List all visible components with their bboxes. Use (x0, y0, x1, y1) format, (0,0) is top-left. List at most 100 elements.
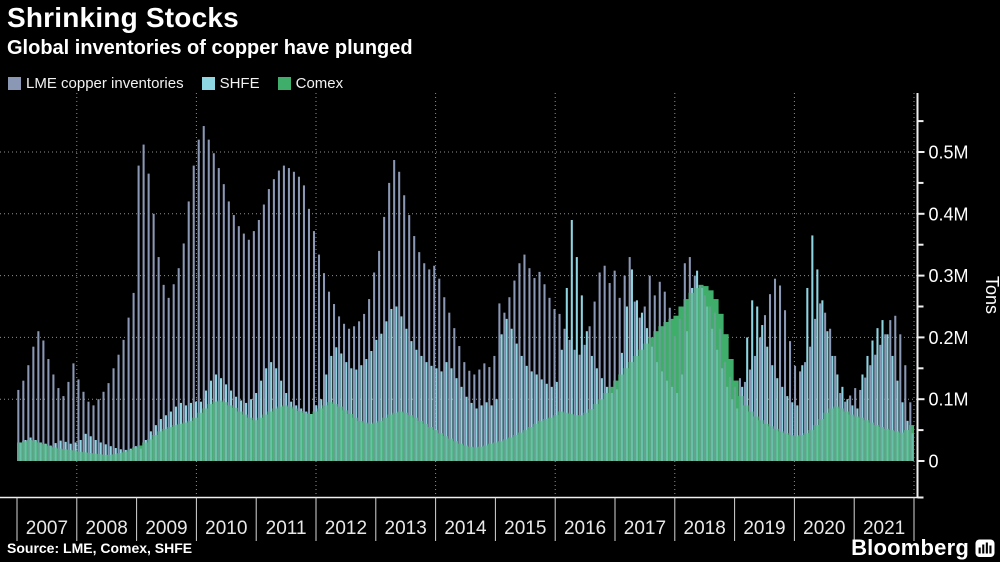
year-band: 2007 2008 2009 2010 2011 2012 2013 2014 2015 2016… (16, 497, 915, 541)
lme-bar (107, 383, 110, 461)
lme-bar (202, 126, 205, 461)
lme-bar (333, 304, 336, 461)
lme-bar (237, 226, 240, 461)
shfe-swatch-icon (201, 77, 215, 90)
lme-bar (27, 365, 30, 461)
bloomberg-wordmark: Bloomberg (851, 535, 969, 560)
lme-bar (578, 354, 581, 461)
shfe-bar (886, 334, 889, 461)
comex-area-overlay (17, 284, 914, 461)
lme-bar (17, 389, 20, 461)
lme-bar (814, 318, 817, 461)
shfe-bar (435, 368, 438, 461)
y-tick-label: 0.2M (929, 328, 969, 348)
shfe-bar (896, 380, 899, 461)
lme-bar (212, 153, 215, 462)
shfe-bar (771, 365, 774, 461)
lme-bar (493, 355, 496, 461)
lme-bar (829, 328, 832, 461)
shfe-bar (360, 365, 363, 461)
lme-bar (257, 219, 260, 461)
lme-bar (227, 201, 230, 461)
lme-bar (483, 363, 486, 461)
lme-bar (162, 284, 165, 461)
lme-bar (563, 328, 566, 461)
lme-bar (784, 310, 787, 461)
lme-bar (363, 313, 366, 461)
lme-bar (102, 391, 105, 461)
shfe-bar (84, 433, 87, 461)
lme-bar (388, 182, 391, 461)
x-tick-year-label: 2016 (564, 518, 606, 539)
lme-bar (553, 308, 556, 461)
lme-bar (177, 268, 180, 461)
legend-item-comex: Comex (277, 75, 343, 92)
shfe-bar (94, 439, 97, 461)
shfe-bar (821, 300, 824, 461)
lme-bar (473, 374, 476, 461)
lme-bar (112, 368, 115, 461)
shfe-bar (99, 442, 102, 461)
lme-bar (538, 271, 541, 461)
x-tick-year-label: 2015 (504, 518, 546, 539)
lme-bar (428, 269, 431, 461)
shfe-bar (580, 295, 583, 461)
lme-bar (262, 204, 265, 461)
lme-bar (142, 144, 145, 461)
lme-bar (207, 139, 210, 461)
shfe-bar (811, 235, 814, 461)
shfe-bar (470, 402, 473, 461)
lme-bar (373, 272, 376, 461)
lme-bar (187, 201, 190, 461)
lme-bar (292, 171, 295, 461)
shfe-bar (385, 321, 388, 461)
y-tick-label: 0.1M (929, 390, 969, 410)
lme-bar (247, 239, 250, 461)
shfe-bar (445, 362, 448, 461)
lme-bar (132, 292, 135, 461)
shfe-bar (410, 341, 413, 461)
lme-bar (252, 231, 255, 461)
shfe-bar (79, 439, 82, 461)
x-tick-year-label: 2011 (266, 518, 307, 539)
lme-bar (217, 168, 220, 461)
shfe-bar (806, 287, 809, 461)
lme-bar (307, 208, 310, 461)
shfe-bar (510, 328, 513, 461)
shfe-bar (565, 287, 568, 461)
y-tick-label: 0 (929, 452, 939, 472)
lme-bar (62, 396, 65, 461)
y-tick-label: 0.4M (929, 204, 969, 224)
shfe-bar (475, 408, 478, 461)
shfe-bar (570, 219, 573, 461)
shfe-bar (485, 402, 488, 461)
shfe-bar (400, 316, 403, 461)
lme-bar (77, 379, 80, 461)
lme-bar (222, 184, 225, 461)
shfe-bar (801, 365, 804, 461)
lme-bar (608, 283, 611, 461)
shfe-bar (109, 446, 112, 461)
comex-swatch-icon (277, 77, 291, 90)
legend-label-lme: LME copper inventories (26, 75, 184, 92)
lme-bar (67, 381, 70, 461)
shfe-bar (355, 369, 358, 461)
lme-bar (383, 216, 386, 461)
lme-bar (583, 344, 586, 461)
shfe-bar (460, 386, 463, 461)
lme-bar (87, 401, 90, 461)
lme-bar (92, 405, 95, 461)
lme-bar (573, 349, 576, 461)
shfe-bar (535, 374, 538, 461)
lme-bar (904, 365, 907, 461)
lme-bar (894, 315, 897, 461)
lme-bar (117, 354, 120, 461)
lme-bar (272, 179, 275, 461)
x-tick-year-label: 2009 (145, 518, 187, 539)
shfe-bar (871, 340, 874, 461)
lme-bar (378, 250, 381, 461)
lme-bar (322, 273, 326, 461)
lme-bar (403, 195, 406, 461)
